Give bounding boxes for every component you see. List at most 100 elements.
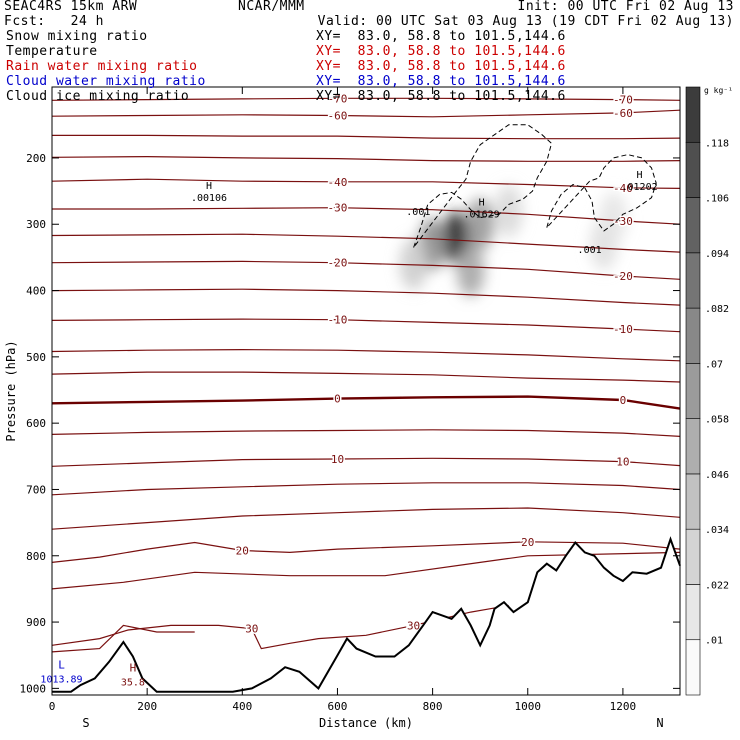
forecast-hour: Fcst: 24 h [4,14,104,29]
x-tick-label: 400 [232,700,252,713]
snow-blob [494,184,523,237]
y-tick-label: 400 [26,285,46,298]
surface-marker: L [58,658,65,671]
y-tick-label: 700 [26,483,46,496]
isotherm-line [51,482,681,496]
isotherm-label: 10 [616,456,629,469]
y-tick-label: 800 [26,550,46,563]
surface-value: 1013.89 [40,674,82,685]
x-tick-label: 600 [328,700,348,713]
isotherm-label: -10 [613,323,633,336]
org-label: NCAR/MMM [238,0,305,14]
terrain-fill [52,539,680,695]
isotherm-label: -30 [613,215,633,228]
isotherm-line [51,457,681,467]
x-tick-label: 1000 [515,700,542,713]
xy-snow: XY= 83.0, 58.8 to 101.5,144.6 [316,29,566,44]
isotherm-label: -30 [328,202,348,215]
colorbar-cell [685,197,701,254]
colorbar-cell [685,639,701,696]
isotherm-label: 30 [245,623,258,636]
x-tick-label: 200 [137,700,157,713]
colorbar-tick-label: .07 [705,359,723,370]
isotherm-line [51,348,681,362]
cloud-ice-value: .01202 [621,182,657,193]
snow-shading-group [399,184,628,297]
y-axis-label: Pressure (hPa) [4,340,18,441]
colorbar-tick-label: .01 [705,636,723,647]
colorbar-cell [685,86,701,143]
init-time: Init: 00 UTC Fri 02 Aug 13 [517,0,734,14]
colorbar-cell [685,473,701,530]
isotherm-label: 0 [334,393,341,406]
terrain-line [52,536,681,693]
isotherm-line [51,371,681,383]
y-tick-label: 600 [26,417,46,430]
cloud-ice-value: .001 [578,245,602,256]
isotherm-label: 10 [331,453,344,466]
legend-cloud-water: Cloud water mixing ratio [6,74,206,89]
xy-cloud-ice: XY= 83.0, 58.8 to 101.5,144.6 [316,89,566,104]
isotherm-label: 20 [236,544,249,557]
isotherm-line [51,109,681,118]
isotherm-label: -60 [328,110,348,123]
extremum-marker: H [479,198,485,209]
isotherm-line [52,134,681,140]
colorbar-cell [685,363,701,419]
isotherm-label: -20 [613,270,633,283]
isotherm-line [51,395,681,410]
cloud-ice-value: .00106 [191,193,227,204]
isotherm-label: -20 [328,257,348,270]
colorbar-cell [685,252,701,309]
colorbar-cell [685,528,701,585]
colorbar-tick-label: .082 [705,304,729,315]
isotherm-label: -40 [613,182,633,195]
isotherm-line [51,260,681,280]
cloud-ice-contour [413,124,553,248]
colorbar-tick-label: .118 [705,138,729,149]
extremum-marker: H [637,170,643,181]
cloud-ice-contour [546,154,657,232]
isotherm-label: 30 [407,619,420,632]
xy-temperature: XY= 83.0, 58.8 to 101.5,144.6 [316,44,566,59]
isotherm-line [51,429,681,437]
colorbar-unit: g kg⁻¹ [704,86,733,95]
isotherm-label: 20 [521,536,534,549]
isotherm-line [51,288,681,306]
isotherm-line [51,624,195,653]
isotherm-line [51,178,681,189]
surface-marker: H [130,662,137,675]
isotherm-line [51,97,681,101]
legend-cloud-ice: Cloud ice mixing ratio [6,89,190,104]
x-axis-label: Distance (km) [319,716,413,730]
isotherm-label: 0 [620,394,627,407]
plot-frame [51,86,681,696]
isotherm-line [51,507,681,530]
y-tick-label: 300 [26,218,46,231]
colorbar-cell [685,307,701,364]
y-tick-label: 200 [26,152,46,165]
isotherm-label: -70 [328,92,348,105]
y-tick-label: 900 [26,616,46,629]
isotherm-label: -40 [328,176,348,189]
x-tick-label: 800 [423,700,443,713]
colorbar-tick-label: .034 [705,525,729,536]
model-title: SEAC4RS 15km ARW [4,0,138,14]
endpoint-right: N [656,716,663,730]
isotherm-line [51,551,681,590]
colorbar-cell [685,584,701,641]
colorbar-tick-label: .094 [705,249,729,260]
colorbar-cell [685,141,701,198]
y-tick-label: 500 [26,351,46,364]
isotherm-label: -60 [613,107,633,120]
y-tick-label: 1000 [20,682,47,695]
isotherm-line [51,541,681,563]
colorbar-tick-label: .046 [705,470,729,481]
snow-blob [456,244,485,297]
xy-cloud-water: XY= 83.0, 58.8 to 101.5,144.6 [316,74,566,89]
colorbar-tick-label: .022 [705,580,729,591]
valid-time: Valid: 00 UTC Sat 03 Aug 13 (19 CDT Fri … [317,14,734,29]
cloud-ice-value: .001 [406,207,430,218]
isotherm-label: -70 [613,94,633,107]
